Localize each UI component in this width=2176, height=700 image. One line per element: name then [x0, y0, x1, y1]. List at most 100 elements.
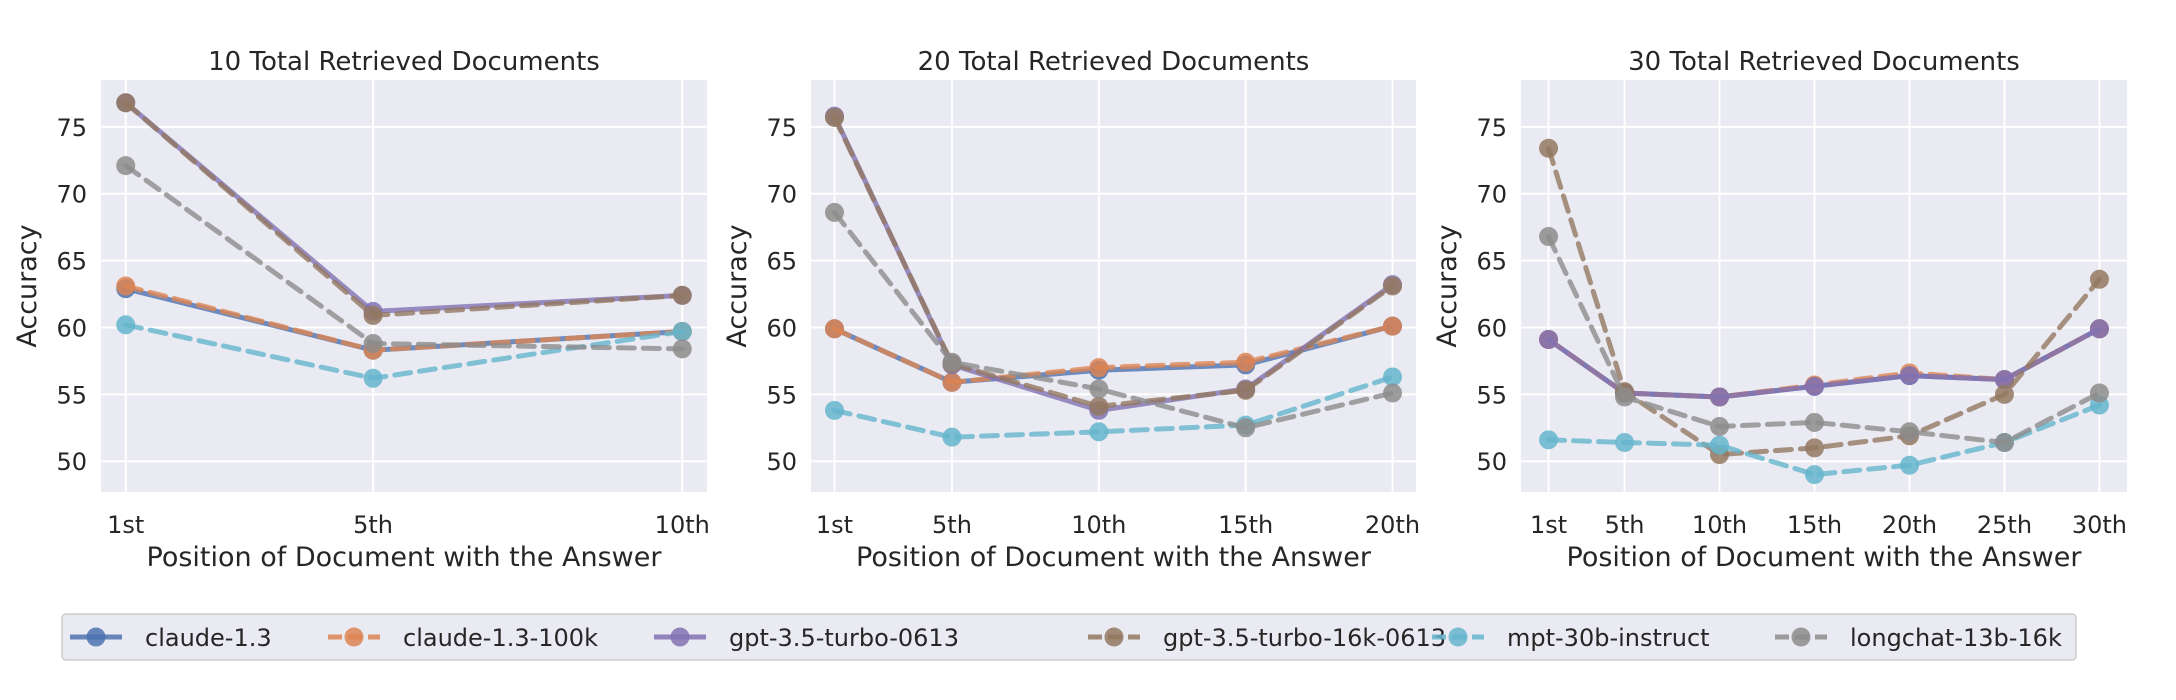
data-point — [1383, 276, 1403, 296]
series-gpt-3.5-turbo-16k-0613 — [116, 93, 692, 325]
series-claude-1.3-100k — [824, 316, 1403, 392]
data-point — [824, 400, 844, 420]
x-axis-label: Position of Document with the Answer — [147, 542, 663, 573]
y-axis-label: Accuracy — [722, 224, 753, 347]
x-tick-label: 20th — [1882, 511, 1937, 539]
data-point — [2089, 383, 2109, 403]
x-tick-label: 10th — [1071, 511, 1126, 539]
legend-frame — [61, 613, 2077, 661]
data-point — [672, 285, 692, 305]
legend-label: longchat-13b-16k — [1850, 624, 2062, 652]
series-longchat-13b-16k — [116, 156, 692, 359]
x-axis-label: Position of Document with the Answer — [1567, 542, 2083, 573]
series-gpt-3.5-turbo-16k-0613 — [824, 107, 1403, 416]
y-tick-label: 60 — [766, 314, 797, 342]
x-tick-label: 1st — [816, 511, 853, 539]
data-point — [1089, 422, 1109, 442]
data-point — [363, 305, 383, 325]
y-tick-label: 60 — [56, 314, 87, 342]
y-tick-label: 75 — [1476, 114, 1507, 142]
data-point — [1710, 435, 1730, 455]
data-point — [1539, 138, 1559, 158]
data-point — [1236, 380, 1256, 400]
data-point — [363, 334, 383, 354]
panel-2: 20 Total Retrieved Documents 50 55 60 65 70 75… — [722, 47, 1420, 573]
data-point — [1805, 376, 1825, 396]
data-point — [1383, 316, 1403, 336]
series-longchat-13b-16k — [824, 202, 1403, 438]
y-axis-label: Accuracy — [12, 224, 43, 347]
data-point — [942, 352, 962, 372]
x-axis-label: Position of Document with the Answer — [856, 542, 1372, 573]
legend-label: gpt-3.5-turbo-0613 — [729, 624, 959, 652]
legend-label: mpt-30b-instruct — [1507, 624, 1710, 652]
y-tick-label: 50 — [56, 448, 87, 476]
y-tick-label: 65 — [1476, 248, 1507, 276]
y-tick-label: 55 — [766, 381, 797, 409]
data-point — [1539, 430, 1559, 450]
data-point — [1539, 227, 1559, 247]
legend-label: claude-1.3-100k — [403, 624, 598, 652]
legend: claude-1.3 claude-1.3-100k gpt-3.5-turbo-0… — [61, 613, 2077, 661]
data-point — [1710, 416, 1730, 436]
data-point — [824, 202, 844, 222]
data-point — [1710, 387, 1730, 407]
x-tick-label: 5th — [353, 511, 393, 539]
y-tick-label: 65 — [56, 248, 87, 276]
data-point — [1994, 384, 2014, 404]
y-tick-label: 70 — [766, 181, 797, 209]
x-tick-label: 10th — [1692, 511, 1747, 539]
y-tick-label: 55 — [56, 381, 87, 409]
data-point — [2089, 319, 2109, 339]
y-tick-label: 75 — [766, 114, 797, 142]
data-point — [1539, 330, 1559, 350]
data-point — [1615, 433, 1635, 453]
data-point — [672, 339, 692, 359]
data-point — [1994, 433, 2014, 453]
x-tick-label: 25th — [1977, 511, 2032, 539]
y-tick-label: 70 — [56, 181, 87, 209]
x-tick-label: 15th — [1218, 511, 1273, 539]
data-point — [1383, 367, 1403, 387]
plot-area — [811, 80, 1416, 492]
x-tick-label: 5th — [932, 511, 972, 539]
x-tick-label: 5th — [1605, 511, 1645, 539]
y-tick-label: 75 — [56, 114, 87, 142]
legend-item-longchat-13b-16k: longchat-13b-16k — [1775, 624, 2062, 652]
legend-marker-swatch — [1448, 627, 1468, 647]
y-tick-label: 55 — [1476, 381, 1507, 409]
x-tick-label: 1st — [1530, 511, 1567, 539]
data-point — [1805, 412, 1825, 432]
data-point — [116, 93, 136, 113]
legend-marker-swatch — [670, 627, 690, 647]
y-tick-label: 70 — [1476, 181, 1507, 209]
y-axis-label: Accuracy — [1432, 224, 1463, 347]
x-tick-label: 15th — [1787, 511, 1842, 539]
x-tick-label: 30th — [2072, 511, 2127, 539]
legend-item-claude-1.3: claude-1.3 — [70, 624, 272, 652]
data-point — [1236, 418, 1256, 438]
panel-1: 10 Total Retrieved Documents 50 55 60 65 70 75… — [12, 47, 710, 573]
legend-item-gpt-3.5-turbo-16k-0613: gpt-3.5-turbo-16k-0613 — [1088, 624, 1446, 652]
data-point — [116, 156, 136, 176]
data-point — [116, 315, 136, 335]
data-point — [942, 372, 962, 392]
x-tick-label: 20th — [1365, 511, 1420, 539]
data-point — [1615, 387, 1635, 407]
x-tick-label: 10th — [655, 511, 710, 539]
data-point — [824, 107, 844, 127]
legend-label: claude-1.3 — [145, 624, 272, 652]
y-tick-label: 60 — [1476, 314, 1507, 342]
data-point — [672, 321, 692, 341]
panel-title: 10 Total Retrieved Documents — [208, 47, 600, 77]
series-longchat-13b-16k — [1539, 227, 2109, 453]
legend-marker-swatch — [1791, 627, 1811, 647]
data-point — [942, 427, 962, 447]
panel-title: 30 Total Retrieved Documents — [1628, 47, 2020, 77]
panel-3: 30 Total Retrieved Documents 50 55 60 65 70 75… — [1432, 47, 2127, 573]
data-point — [1089, 396, 1109, 416]
x-tick-label: 1st — [107, 511, 144, 539]
data-point — [1805, 465, 1825, 485]
data-point — [116, 276, 136, 296]
